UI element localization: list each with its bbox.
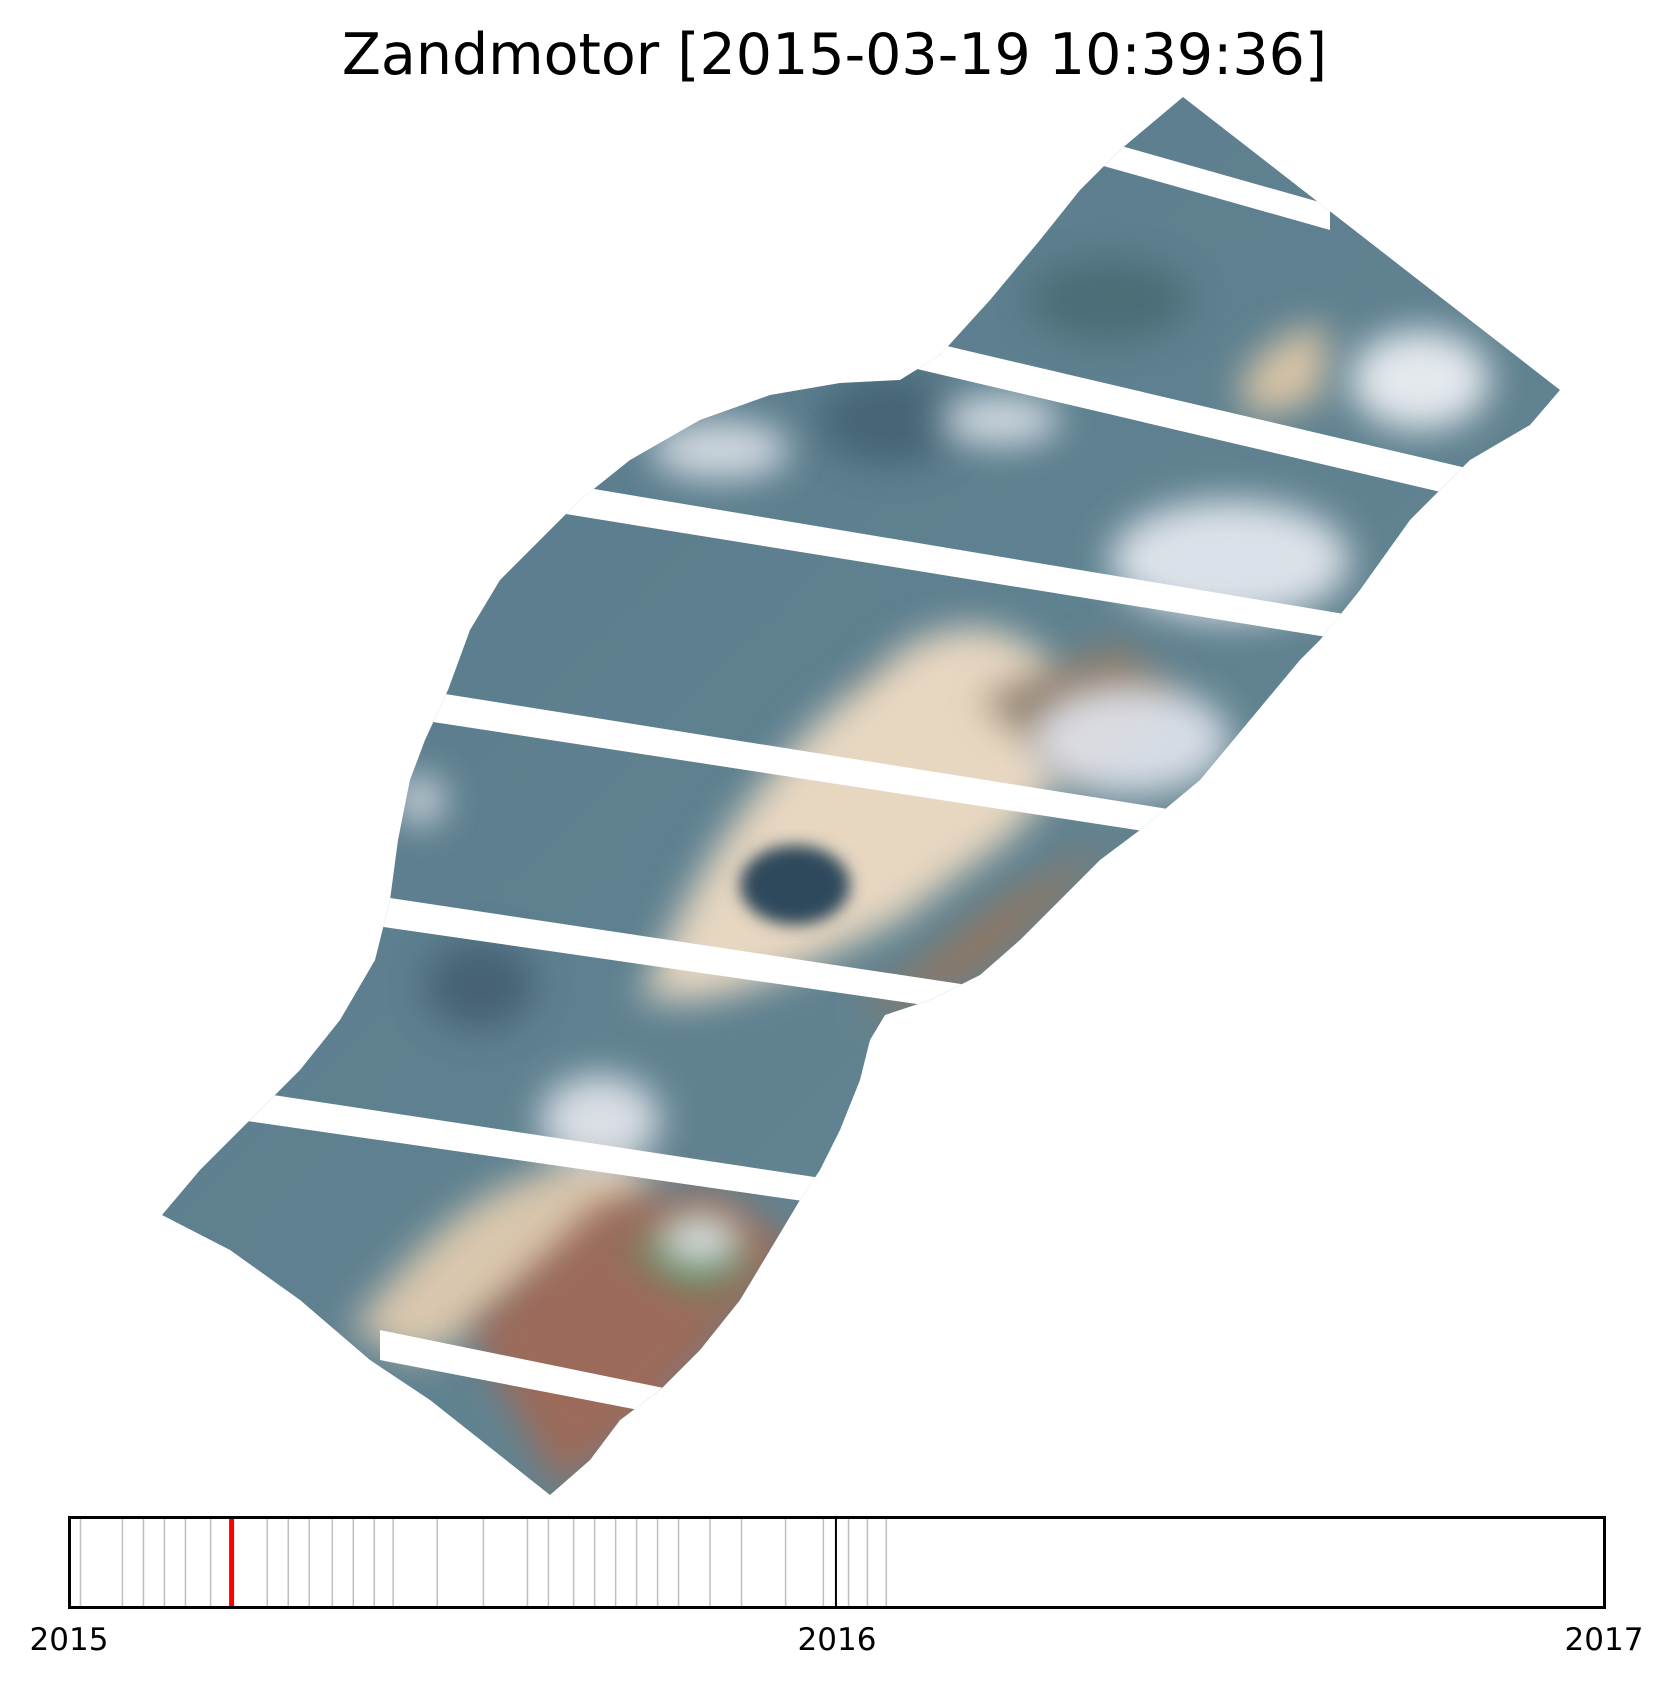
tick-label-2017: 2017 (1564, 1622, 1644, 1658)
acquisition-date-lines (79, 1519, 888, 1606)
timeline-frame (68, 1516, 1606, 1609)
no-data-stripes (240, 140, 1560, 1445)
tick-label-2015: 2015 (29, 1622, 109, 1658)
page-title: Zandmotor [2015-03-19 10:39:36] (341, 22, 1328, 88)
tick-label-2016: 2016 (797, 1622, 877, 1658)
timeline-panel (68, 1516, 1606, 1609)
